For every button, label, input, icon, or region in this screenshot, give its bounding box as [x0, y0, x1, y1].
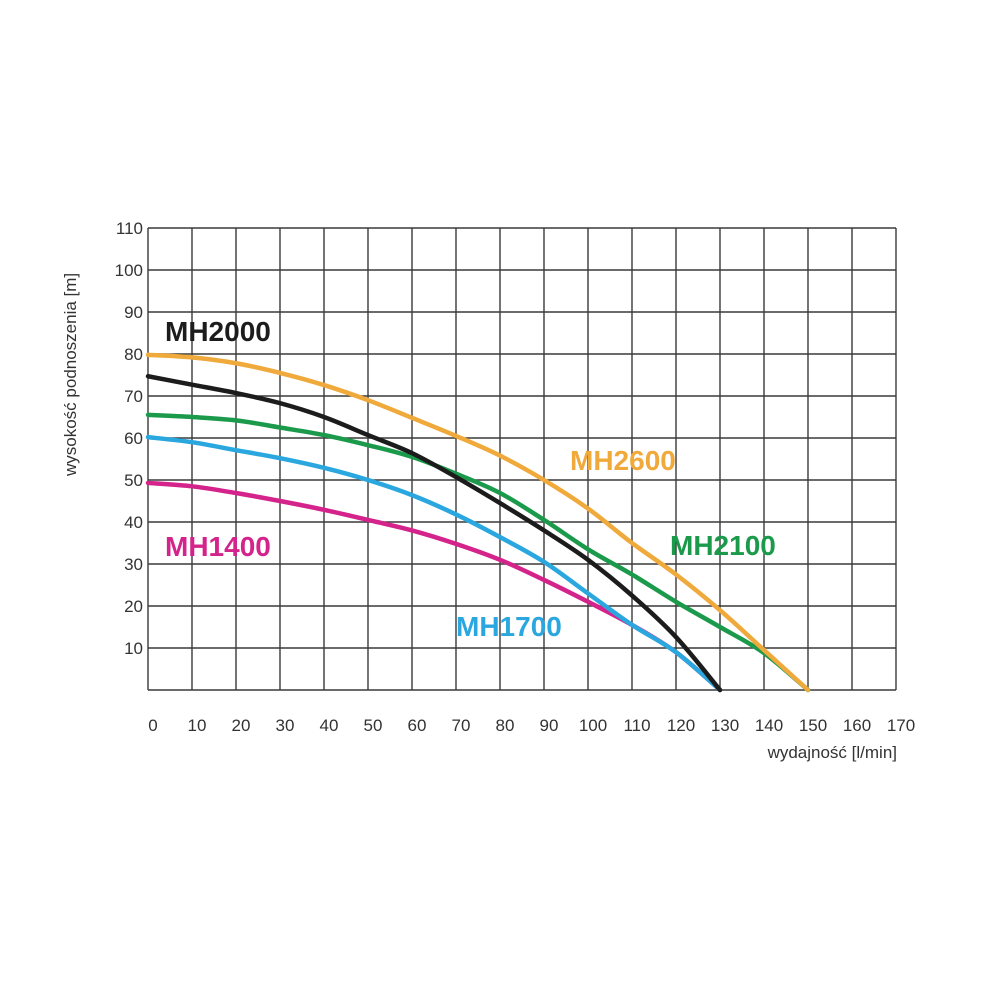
series-label-mh1400: MH1400	[165, 531, 271, 562]
y-tick-label: 70	[124, 387, 143, 406]
y-tick-label: 60	[124, 429, 143, 448]
series-label-mh2000: MH2000	[165, 316, 271, 347]
x-tick-label: 50	[364, 716, 383, 735]
x-tick-label: 90	[540, 716, 559, 735]
x-tick-label: 60	[408, 716, 427, 735]
y-tick-label: 90	[124, 303, 143, 322]
series-label-mh2600: MH2600	[570, 445, 676, 476]
x-tick-label: 100	[579, 716, 607, 735]
series-labels: MH2600 MH2000 MH2100 MH1700 MH1400	[165, 316, 776, 642]
x-tick-label: 120	[667, 716, 695, 735]
series-line-mh1700	[145, 434, 723, 693]
x-tick-label: 40	[320, 716, 339, 735]
x-tick-label: 0	[148, 716, 157, 735]
series-line-mh2600	[145, 352, 811, 693]
x-tick-label: 10	[188, 716, 207, 735]
y-tick-label: 40	[124, 513, 143, 532]
series-line-mh2100	[145, 412, 811, 693]
x-tick-label: 70	[452, 716, 471, 735]
y-tick-label: 20	[124, 597, 143, 616]
series-label-mh2100: MH2100	[670, 530, 776, 561]
x-axis-label: wydajność [l/min]	[767, 743, 897, 762]
series-line-mh2000	[145, 374, 723, 693]
y-tick-labels: 10 20 30 40 50 60 70 80 90 100 110	[115, 219, 143, 658]
y-tick-label: 110	[116, 219, 143, 238]
x-tick-labels: 0 10 20 30 40 50 60 70 80 90 100 110 120 130 140 150 160…	[148, 716, 915, 735]
x-tick-label: 30	[276, 716, 295, 735]
y-tick-label: 10	[124, 639, 143, 658]
series-line-mh1400	[145, 480, 723, 693]
series-label-mh1700: MH1700	[456, 611, 562, 642]
x-tick-label: 170	[887, 716, 915, 735]
series-lines	[145, 352, 811, 693]
x-tick-label: 110	[623, 716, 650, 735]
y-axis-label: wysokość podnoszenia [m]	[61, 273, 80, 477]
x-tick-label: 150	[799, 716, 827, 735]
y-tick-label: 50	[124, 471, 143, 490]
y-tick-label: 30	[124, 555, 143, 574]
y-tick-label: 100	[115, 261, 143, 280]
y-tick-label: 80	[124, 345, 143, 364]
x-tick-label: 130	[711, 716, 739, 735]
x-tick-label: 80	[496, 716, 515, 735]
x-tick-label: 160	[843, 716, 871, 735]
x-tick-label: 20	[232, 716, 251, 735]
x-tick-label: 140	[755, 716, 783, 735]
